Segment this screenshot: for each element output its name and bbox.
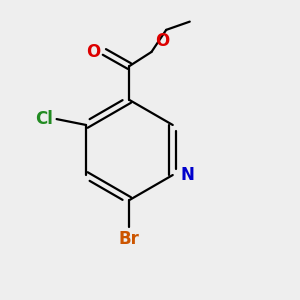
Text: O: O [86, 43, 100, 61]
Text: O: O [155, 32, 169, 50]
Text: Cl: Cl [35, 110, 53, 128]
Text: N: N [181, 166, 195, 184]
Text: Br: Br [119, 230, 140, 248]
